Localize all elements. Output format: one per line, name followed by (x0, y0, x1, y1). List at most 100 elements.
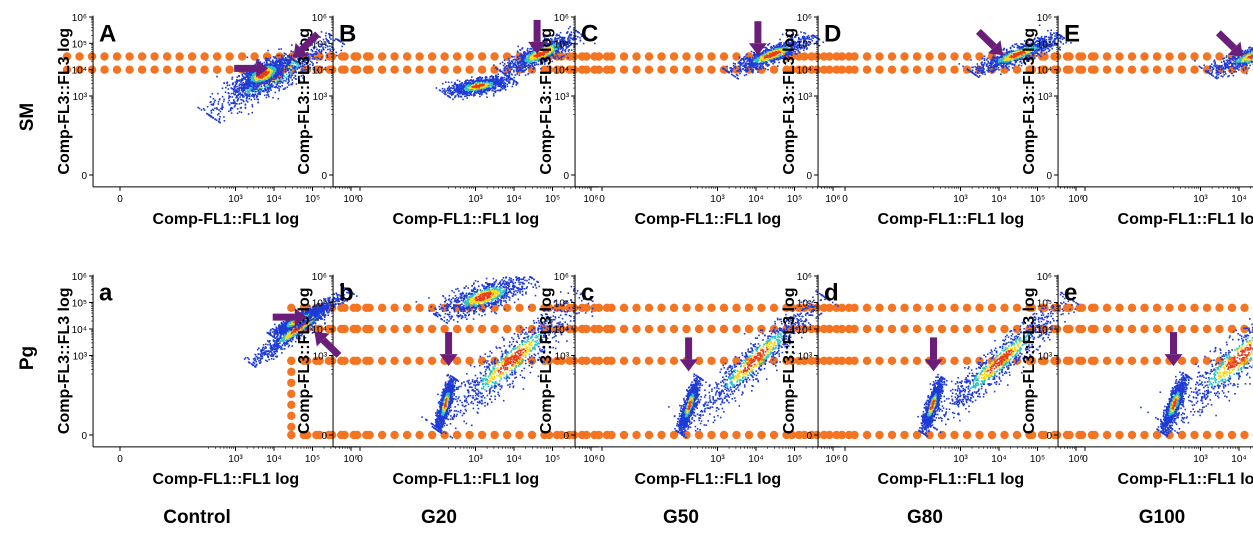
scatter-point (485, 88, 487, 91)
scatter-point (520, 53, 522, 55)
gate-dot (427, 303, 437, 312)
scatter-point (263, 94, 266, 97)
scatter-point (247, 76, 250, 79)
gate-dot (527, 430, 537, 440)
scatter-point (251, 104, 254, 106)
y-tick-label: 10³ (313, 92, 328, 103)
gate-dot (1102, 430, 1112, 440)
scatter-point (560, 58, 563, 60)
scatter-point (265, 72, 268, 75)
scatter-point (289, 56, 292, 59)
scatter-point (280, 48, 282, 50)
scatter-point (288, 80, 290, 82)
gate-dot (875, 430, 884, 440)
scatter-point (478, 78, 481, 80)
scatter-point (496, 80, 499, 82)
scatter-point (447, 81, 450, 84)
scatter-point (234, 84, 237, 87)
gate-dot (669, 324, 679, 334)
scatter-point (462, 88, 464, 90)
scatter-point (246, 101, 249, 103)
gate-dot (1102, 65, 1112, 74)
gate-dot (1000, 303, 1009, 312)
scatter-point (523, 55, 526, 58)
scatter-point (206, 105, 209, 108)
gate-dot (415, 430, 424, 440)
x-tick-label: 10⁵ (545, 194, 560, 205)
gate-dot (707, 324, 716, 334)
scatter-point (480, 78, 483, 80)
gate-dot (825, 356, 834, 365)
scatter-point (328, 35, 331, 37)
scatter-point (273, 62, 275, 64)
scatter-point (248, 72, 251, 74)
scatter-point (261, 76, 263, 79)
scatter-point (273, 86, 276, 88)
scatter-point (239, 96, 241, 98)
gate-dot (837, 65, 847, 74)
scatter-point (267, 83, 270, 86)
gate-dot (937, 65, 947, 74)
scatter-point (491, 84, 493, 86)
scatter-point (240, 102, 243, 104)
gate-dot (390, 356, 399, 365)
gate-dot (1215, 324, 1224, 334)
gate-dot (582, 324, 591, 334)
gate-dot (1127, 52, 1137, 61)
gate-dot (187, 65, 197, 74)
gate-dot (440, 324, 449, 334)
gate-dot (594, 65, 604, 74)
scatter-point (329, 33, 331, 36)
scatter-point (265, 96, 268, 99)
scatter-point (279, 69, 281, 71)
panel-layer: 0010³10³10⁴10⁴10⁵10⁵10⁶10⁶Comp-FL1::FL1 … (56, 13, 1253, 488)
gate-dot (975, 52, 984, 61)
scatter-point (249, 86, 251, 89)
gate-dot (365, 52, 374, 61)
scatter-point (254, 73, 256, 75)
gate-dot (125, 65, 134, 74)
scatter-point (275, 65, 277, 67)
scatter-point (482, 86, 485, 88)
gate-dot (527, 324, 537, 334)
scatter-point (527, 73, 529, 75)
scatter-point (279, 86, 281, 88)
gate-dot (87, 52, 97, 61)
scatter-point (243, 86, 246, 89)
scatter-point (279, 72, 281, 74)
scatter-point (320, 50, 323, 53)
scatter-point (474, 91, 477, 94)
scatter-point (214, 118, 216, 120)
scatter-point (479, 76, 482, 79)
gate-dot (1077, 430, 1087, 440)
scatter-point (236, 88, 239, 90)
gate-dot (557, 65, 566, 74)
scatter-point (448, 85, 451, 88)
gate-dot (719, 430, 729, 440)
scatter-point (283, 55, 285, 57)
scatter-point (463, 86, 466, 88)
scatter-point (511, 66, 513, 68)
gate-dot (402, 52, 412, 61)
gate-dot (1102, 52, 1112, 61)
scatter-point (265, 57, 268, 60)
scatter-point (271, 65, 273, 68)
gate-dot (644, 303, 654, 312)
scatter-point (469, 84, 472, 87)
scatter-point (483, 83, 485, 86)
gate-dot (925, 303, 934, 312)
scatter-point (246, 96, 248, 99)
scatter-point (504, 74, 506, 76)
scatter-point (487, 89, 490, 91)
scatter-point (219, 115, 221, 118)
scatter-point (483, 91, 486, 93)
gate-dot (825, 430, 834, 440)
gate-dot (427, 356, 437, 365)
scatter-point (509, 62, 511, 64)
scatter-point (512, 59, 515, 61)
scatter-point (226, 84, 229, 87)
scatter-point (253, 86, 255, 88)
scatter-point (503, 78, 506, 81)
scatter-point (237, 94, 239, 97)
scatter-point (456, 79, 459, 82)
